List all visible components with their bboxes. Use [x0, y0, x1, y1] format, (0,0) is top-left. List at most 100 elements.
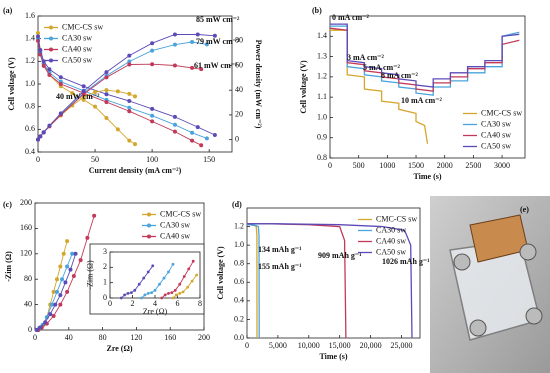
data-point: [126, 292, 130, 295]
data-point: [73, 251, 78, 256]
x-tick-label: 500: [353, 161, 365, 170]
inset-background: [89, 243, 205, 315]
data-point: [81, 89, 86, 94]
data-point: [38, 134, 43, 139]
y-tick-label: 80: [24, 274, 32, 283]
series-line: [330, 23, 520, 88]
y-tick-label: 40: [24, 299, 32, 308]
y-tick-label: 1: [103, 277, 107, 286]
y-tick-label: 0.4: [25, 147, 35, 156]
data-point: [172, 122, 177, 127]
data-point: [171, 296, 175, 300]
data-point: [167, 270, 170, 274]
data-point: [81, 95, 86, 100]
data-point: [127, 138, 132, 143]
y-tick-label: 0.2: [234, 314, 244, 323]
data-point: [127, 109, 132, 114]
y-tick-label: 120: [20, 249, 32, 258]
y-tick-label: 0: [28, 325, 32, 334]
data-point: [186, 285, 190, 289]
data-point: [104, 92, 109, 97]
data-point: [190, 39, 195, 44]
legend-marker: [49, 58, 53, 63]
panel-label: (c): [3, 200, 12, 209]
data-point: [172, 42, 177, 47]
y-tick-label: 1.4: [25, 33, 35, 42]
data-point: [49, 302, 54, 307]
series-line: [38, 215, 95, 331]
annotation: 8 mA cm⁻²: [381, 71, 418, 80]
y-axis-title: -Zim (Ω): [86, 260, 95, 290]
data-point: [61, 251, 66, 256]
data-point: [68, 267, 73, 272]
panel-label: (d): [232, 200, 242, 209]
data-point: [150, 113, 155, 118]
chart: 0 5,000 10,000 15,000 20,000 25,000 0.0 0.2 0.4 0…: [216, 200, 430, 361]
x-tick-label: 20,000: [360, 341, 382, 350]
y-tick-label: 1.2: [234, 221, 244, 230]
data-point: [127, 62, 132, 67]
y2-tick-label: 40: [235, 85, 243, 94]
annotation: 1026 mAh g⁻¹: [382, 257, 430, 266]
data-point: [190, 65, 195, 70]
chart: 0 50 100 150 0.4 0.6 0.8 1.0 1.2 1.4 1.6 0 20 40 60 80 C…: [3, 6, 263, 175]
data-point: [150, 41, 155, 46]
data-point: [146, 292, 150, 295]
data-point: [160, 296, 164, 300]
data-point: [48, 312, 53, 317]
data-point: [81, 97, 86, 102]
y-tick-label: 0.6: [234, 277, 244, 286]
y-tick-label: 1.6: [25, 11, 35, 20]
y-tick-label: 0.0: [234, 333, 244, 342]
data-point: [190, 130, 195, 135]
panel-label: (e): [520, 205, 529, 214]
y2-tick-label: 0: [235, 134, 239, 143]
legend-label: CA40 sw: [160, 231, 190, 240]
data-point: [127, 91, 132, 96]
data-point: [51, 314, 56, 319]
y-tick-label: 0.8: [25, 101, 35, 110]
data-point: [70, 91, 75, 96]
data-point: [150, 106, 155, 111]
x-axis-title: Time (s): [319, 352, 347, 361]
data-point: [127, 53, 132, 58]
series-line: [330, 29, 429, 144]
y-tick-label: 1.4: [317, 31, 327, 40]
data-point: [212, 33, 217, 38]
data-point: [58, 111, 63, 116]
data-point: [137, 282, 141, 286]
y-tick-label: 0.8: [317, 153, 327, 162]
data-point: [172, 63, 177, 68]
annotation: 909 mAh g⁻¹: [318, 251, 362, 260]
x-axis-title: Current density (mA cm⁻²): [89, 166, 182, 175]
x-tick-label: 8: [198, 299, 202, 308]
data-point: [41, 130, 46, 135]
data-point: [119, 296, 123, 300]
legend-label: CA40 sw: [376, 236, 406, 245]
legend-label: CMC-CS sw: [481, 108, 522, 117]
data-point: [58, 75, 63, 80]
data-point: [172, 129, 177, 134]
data-point: [190, 138, 195, 143]
data-point: [195, 125, 200, 130]
data-point: [81, 84, 86, 89]
data-point: [43, 320, 48, 325]
legend-label: CA40 sw: [481, 130, 511, 139]
y-tick-label: 1.2: [317, 72, 327, 81]
data-point: [65, 264, 70, 269]
data-point: [47, 67, 52, 72]
data-point: [58, 264, 63, 269]
data-point: [123, 293, 127, 297]
y2-tick-label: 60: [235, 60, 243, 69]
data-point: [150, 62, 155, 67]
y-tick-label: 1.0: [234, 240, 244, 249]
annotation: 10 mA cm⁻²: [401, 96, 442, 105]
x-axis-title: Zre (Ω): [143, 307, 168, 316]
legend-marker: [147, 234, 151, 239]
data-point: [85, 235, 90, 240]
data-point: [115, 127, 120, 132]
x-tick-label: 40: [65, 333, 73, 342]
legend-label: CA30 sw: [481, 119, 511, 128]
y-tick-label: 0.6: [25, 124, 35, 133]
annotation: 5 mA cm⁻²: [363, 63, 400, 72]
